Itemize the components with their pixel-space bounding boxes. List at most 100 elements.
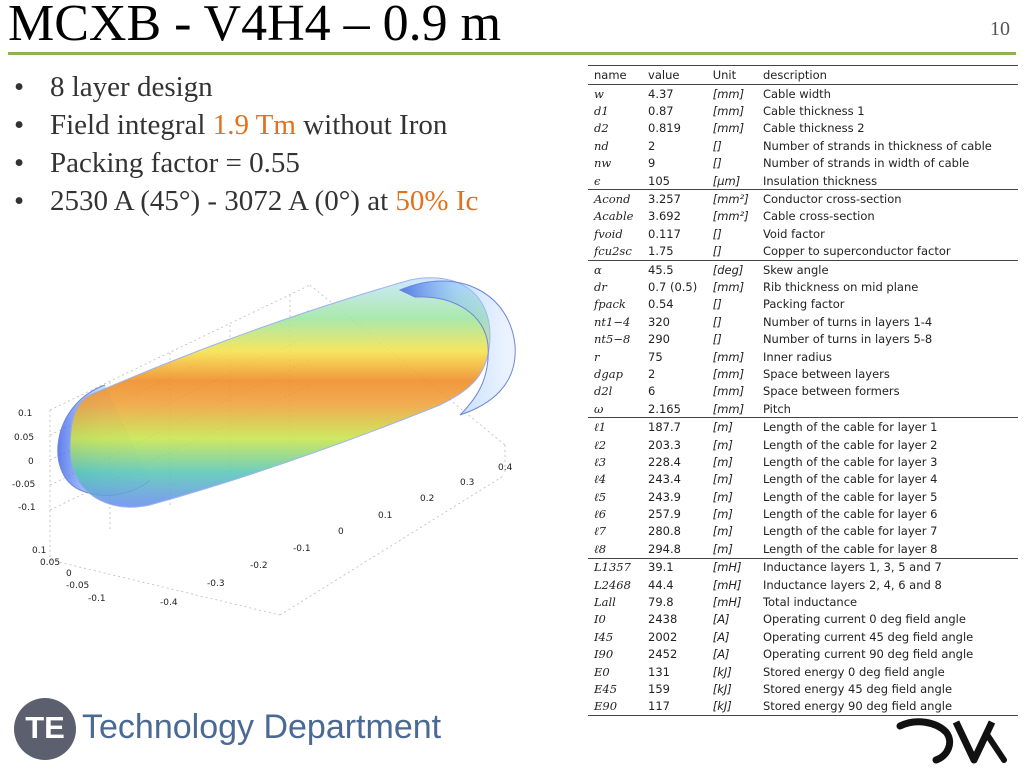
row-unit: [] (712, 226, 722, 241)
row-description: Number of strands in thickness of cable (762, 138, 992, 153)
table-row: r 75 [mm] Inner radius (588, 348, 1018, 365)
row-description: Length of the cable for layer 8 (762, 541, 938, 556)
row-name: Lall (594, 595, 616, 610)
z-tick: 0.05 (14, 433, 34, 443)
row-value: 39.1 (642, 557, 707, 576)
row-name: d2l (594, 384, 613, 399)
row-description: Inductance layers 2, 4, 6 and 8 (762, 577, 942, 592)
table-row: ϵ 105 [μm] Insulation thickness (588, 172, 1018, 190)
table-row: L1357 39.1 [mH] Inductance layers 1, 3, 5 a… (588, 557, 1018, 576)
z-tick: 0.1 (18, 409, 32, 419)
table-row: fcu2sc 1.75 [] Copper to superconductor fac… (588, 243, 1018, 261)
row-value: 2452 (648, 647, 678, 662)
table-row: α 45.5 [deg] Skew angle (588, 259, 1018, 279)
row-value: 3.257 (642, 189, 707, 208)
row-description: Length of the cable for layer 4 (762, 472, 938, 487)
row-value: 320 (648, 314, 670, 329)
row-value: 0.7 (0.5) (648, 279, 698, 294)
table-row: ℓ8 294.8 [m] Length of the cable for layer … (588, 540, 1018, 558)
y-tick: -0.05 (66, 581, 89, 591)
row-value: 1.75 (648, 244, 674, 259)
row-name: L1357 (588, 557, 643, 576)
table-row: ℓ3 228.4 [m] Length of the cable for layer … (588, 453, 1018, 470)
row-name: I45 (594, 629, 614, 644)
table-row: dgap 2 [mm] Space between layers (588, 365, 1018, 382)
row-name: E90 (588, 697, 643, 717)
x-tick: -0.4 (160, 598, 178, 608)
row-value: 187.7 (642, 417, 707, 436)
table-row: d2l 6 [mm] Space between formers (588, 383, 1018, 400)
row-description: Copper to superconductor factor (762, 244, 951, 259)
row-description: Pitch (762, 401, 791, 416)
row-value: 3.692 (648, 209, 681, 224)
page-number: 10 (990, 18, 1010, 40)
table-row: ω 2.165 [mm] Pitch (588, 400, 1018, 418)
row-description: Space between layers (762, 366, 890, 381)
row-name: nw (594, 156, 612, 171)
bullet-item: • 2530 A (45°) - 3072 A (0°) at 50% Ic (14, 185, 479, 217)
row-unit: [m] (712, 454, 733, 469)
x-tick: 0 (338, 527, 344, 537)
row-value: 2002 (648, 629, 678, 644)
axis-tick-labels: 0.1 0.05 0 -0.05 -0.1 0.4 0.3 0.2 0.1 0 … (12, 409, 513, 608)
row-value: 257.9 (648, 507, 681, 522)
row-description: Length of the cable for layer 2 (762, 437, 938, 452)
row-description: Cable thickness 2 (762, 121, 865, 136)
row-description: Stored energy 45 deg field angle (762, 681, 953, 696)
cern-logo-icon (896, 718, 1007, 764)
row-name: fcu2sc (594, 244, 632, 259)
table-row: Acable 3.692 [mm²] Cable cross-section (588, 208, 1018, 225)
row-unit: [] (712, 156, 722, 171)
x-tick: 0.4 (498, 463, 513, 473)
row-description: Stored energy 90 deg field angle (756, 697, 1018, 717)
row-value: 0.87 (648, 104, 674, 119)
row-description: Number of strands in width of cable (762, 156, 970, 171)
table-row: I90 2452 [A] Operating current 90 deg field… (588, 646, 1018, 663)
row-value: 0.54 (648, 297, 674, 312)
row-description: Inner radius (762, 349, 832, 364)
row-value: 203.3 (648, 437, 681, 452)
bullet-item: • 8 layer design (14, 71, 213, 103)
row-unit: [] (712, 314, 722, 329)
bullet-list: • 8 layer design • Field integral 1.9 Tm w… (14, 68, 478, 220)
row-description: Number of turns in layers 1-4 (762, 314, 933, 329)
table-row: Acond 3.257 [mm²] Conductor cross-section (588, 189, 1018, 208)
row-description: Operating current 90 deg field angle (762, 647, 974, 662)
row-name: ℓ2 (594, 437, 607, 452)
row-name: ℓ6 (594, 507, 607, 522)
table-row: ℓ4 243.4 [m] Length of the cable for layer … (588, 471, 1018, 488)
row-unit: [mm] (712, 104, 745, 119)
column-header: Unit (706, 65, 757, 85)
row-unit: [mH] (712, 577, 742, 592)
row-unit: [m] (712, 541, 733, 556)
column-header: value (642, 65, 707, 85)
row-unit: [μm] (712, 173, 741, 188)
coil-3d-plot: 0.1 0.05 0 -0.05 -0.1 0.4 0.3 0.2 0.1 0 … (12, 277, 516, 616)
x-tick: -0.2 (250, 561, 268, 571)
table-header-row: name value Unit description (588, 65, 1018, 85)
table-row: ℓ1 187.7 [m] Length of the cable for layer … (588, 417, 1018, 436)
x-tick: -0.1 (293, 544, 311, 554)
row-name: I0 (594, 612, 606, 627)
table-row: ℓ7 280.8 [m] Length of the cable for layer … (588, 523, 1018, 540)
row-value: 2 (648, 366, 656, 381)
row-unit: [kJ] (712, 664, 732, 679)
parameter-table: name value Unit description w 4.37 [mm] Cab… (588, 65, 1018, 717)
row-description: Length of the cable for layer 1 (756, 417, 1018, 436)
row-unit: [] (712, 244, 722, 259)
row-value: 75 (648, 349, 663, 364)
x-tick: 0.2 (420, 494, 434, 504)
table-row: E0 131 [kJ] Stored energy 0 deg field angle (588, 663, 1018, 680)
table-row: ℓ5 243.9 [m] Length of the cable for layer … (588, 488, 1018, 505)
row-value: 2.165 (648, 401, 681, 416)
row-value: 6 (648, 384, 656, 399)
row-unit: [m] (712, 489, 733, 504)
row-unit: [mm] (712, 401, 745, 416)
row-name: dr (594, 279, 607, 294)
row-description: Conductor cross-section (756, 189, 1018, 208)
row-name: ℓ8 (594, 541, 607, 556)
row-unit: [m] (712, 437, 733, 452)
row-name: fvoid (594, 226, 623, 241)
row-name: nt5−8 (594, 332, 631, 347)
row-unit: [mm²] (712, 209, 749, 224)
